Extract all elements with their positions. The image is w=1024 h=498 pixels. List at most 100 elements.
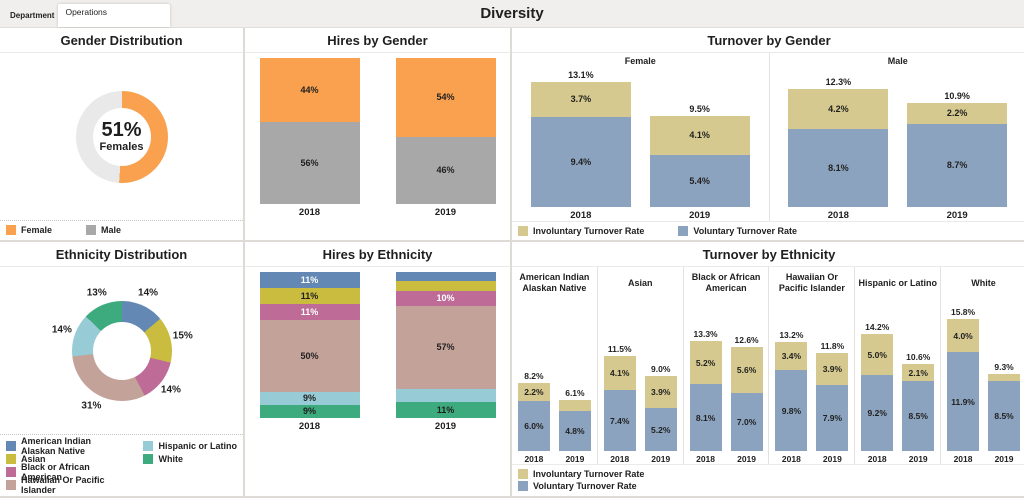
top-bar: Department Operations Diversity	[0, 0, 1024, 28]
segment-white[interactable]: 11%	[395, 401, 496, 418]
bar-female-2019[interactable]: 4.1% 5.4%	[649, 115, 750, 207]
segment-voluntary[interactable]: 8.1%	[689, 384, 722, 451]
bar-hires-by-gender-2018[interactable]: 44% 56%	[259, 58, 360, 204]
group-male: Male 12.3% 4.2% 8.1% 2018 10.9% 2.2% 8.7% 2019	[768, 53, 1024, 221]
bar-american-indian-alaskan-native-2018[interactable]: 2.2% 6.0%	[517, 383, 550, 451]
group-header: American Indian Alaskan Native	[519, 272, 590, 293]
segment-involuntary[interactable]: 5.6%	[730, 347, 763, 393]
gender-donut-chart[interactable]: 51% Females	[37, 62, 207, 212]
legend-item-asian[interactable]: Asian	[6, 452, 127, 465]
segment-voluntary[interactable]: 8.5%	[988, 381, 1021, 451]
bar-black-or-african-american-2019[interactable]: 5.6% 7.0%	[730, 347, 763, 451]
legend-item-voluntary-turnover-rate[interactable]: Voluntary Turnover Rate	[678, 225, 797, 236]
bar-hires-by-gender-2019[interactable]: 54% 46%	[395, 58, 496, 204]
segment-voluntary[interactable]: 8.7%	[907, 123, 1008, 207]
segment-male[interactable]: 56%	[259, 122, 360, 204]
segment-black-or-african-american[interactable]: 11%	[259, 303, 360, 320]
segment-label: 54%	[436, 92, 455, 103]
category-label: 2019	[908, 454, 928, 464]
segment-asian[interactable]	[395, 280, 496, 291]
category-label: 2019	[689, 209, 711, 221]
bar-white-2019[interactable]: 8.5%	[988, 374, 1021, 451]
bar-white-2018[interactable]: 4.0% 11.9%	[947, 319, 980, 451]
group-header: Black or African American	[691, 272, 761, 293]
segment-involuntary[interactable]: 3.9%	[644, 376, 677, 408]
bar-hawaiian-or-pacific-islander-2018[interactable]: 3.4% 9.8%	[775, 342, 808, 451]
segment-voluntary[interactable]: 8.5%	[902, 381, 935, 451]
bar-asian-2019[interactable]: 3.9% 5.2%	[644, 376, 677, 451]
turnover-by-ethnicity-chart: American Indian Alaskan Native 8.2% 2.2% 6.…	[512, 267, 1024, 464]
segment-involuntary[interactable]: 4.2%	[788, 88, 889, 129]
bar-asian-2018[interactable]: 4.1% 7.4%	[603, 356, 636, 451]
total-label: 12.3%	[825, 76, 852, 87]
segment-white[interactable]: 9%	[259, 404, 360, 418]
segment-voluntary[interactable]: 5.4%	[649, 154, 750, 207]
category-label: 2018	[610, 454, 630, 464]
segment-female[interactable]: 54%	[395, 58, 496, 137]
segment-male[interactable]: 46%	[395, 136, 496, 204]
bar-female-2018[interactable]: 3.7% 9.4%	[530, 81, 631, 207]
legend-item-white[interactable]: White	[143, 452, 237, 465]
total-label: 15.8%	[950, 307, 976, 317]
segment-voluntary[interactable]: 8.1%	[788, 128, 889, 207]
segment-involuntary[interactable]: 5.2%	[689, 341, 722, 384]
legend-item-voluntary-turnover-rate[interactable]: Voluntary Turnover Rate	[518, 481, 1020, 491]
segment-involuntary[interactable]	[558, 400, 591, 411]
bar-hispanic-or-latino-2019[interactable]: 2.1% 8.5%	[902, 364, 935, 451]
segment-involuntary[interactable]: 4.0%	[947, 319, 980, 352]
legend-item-black-or-african-american[interactable]: Black or African American	[6, 462, 127, 482]
bar-hires-by-ethnicity-2019[interactable]: 10% 57% 11%	[395, 272, 496, 418]
total-label: 8.2%	[524, 371, 544, 381]
bar-american-indian-alaskan-native-2019[interactable]: 4.8%	[558, 400, 591, 451]
segment-voluntary[interactable]: 7.9%	[816, 385, 849, 451]
bar-hispanic-or-latino-2018[interactable]: 5.0% 9.2%	[861, 334, 894, 451]
legend-item-involuntary-turnover-rate[interactable]: Involuntary Turnover Rate	[518, 469, 1020, 479]
segment-involuntary[interactable]: 3.7%	[530, 81, 631, 117]
segment-asian[interactable]: 11%	[259, 287, 360, 304]
legend-item-male[interactable]: Male	[86, 225, 121, 235]
segment-black-or-african-american[interactable]: 10%	[395, 290, 496, 306]
legend-item-involuntary-turnover-rate[interactable]: Involuntary Turnover Rate	[518, 225, 644, 236]
segment-voluntary[interactable]: 4.8%	[558, 411, 591, 451]
segment-hawaiian-or-pacific-islander[interactable]: 50%	[259, 319, 360, 392]
segment-voluntary[interactable]: 9.4%	[530, 116, 631, 207]
ethnicity-donut-chart[interactable]: 14% 15% 14% 31% 14% 13%	[27, 276, 217, 426]
segment-voluntary[interactable]: 5.2%	[644, 408, 677, 451]
segment-american-indian-alaskan-native[interactable]: 11%	[259, 272, 360, 288]
segment-hispanic-or-latino[interactable]	[395, 388, 496, 402]
segment-involuntary[interactable]: 3.9%	[816, 353, 849, 385]
segment-involuntary[interactable]: 2.1%	[902, 364, 935, 381]
segment-involuntary[interactable]: 4.1%	[603, 356, 636, 390]
segment-hawaiian-or-pacific-islander[interactable]: 57%	[395, 305, 496, 389]
segment-involuntary[interactable]: 5.0%	[861, 334, 894, 375]
segment-voluntary[interactable]: 9.2%	[861, 375, 894, 451]
bar-hawaiian-or-pacific-islander-2019[interactable]: 3.9% 7.9%	[816, 353, 849, 451]
segment-involuntary[interactable]	[988, 374, 1021, 381]
segment-voluntary[interactable]: 7.0%	[730, 393, 763, 451]
segment-involuntary[interactable]: 2.2%	[907, 102, 1008, 124]
bar-male-2019[interactable]: 2.2% 8.7%	[907, 102, 1008, 207]
legend-item-hawaiian-or-pacific-islander[interactable]: Hawaiian Or Pacific Islander	[6, 475, 127, 495]
legend-item-female[interactable]: Female	[6, 225, 52, 235]
bar-hires-by-ethnicity-2018[interactable]: 11% 11% 11% 50% 9% 9%	[259, 272, 360, 418]
segment-hispanic-or-latino[interactable]: 9%	[259, 391, 360, 405]
segment-voluntary[interactable]: 9.8%	[775, 370, 808, 451]
bar-black-or-african-american-2018[interactable]: 5.2% 8.1%	[689, 341, 722, 451]
panel-title-ethnicity-distribution: Ethnicity Distribution	[0, 242, 243, 267]
legend-item-hispanic-or-latino[interactable]: Hispanic or Latino	[143, 439, 237, 452]
category-label: 2019	[434, 207, 457, 218]
segment-involuntary[interactable]: 2.2%	[517, 383, 550, 401]
department-filter-label: Department	[10, 11, 55, 20]
segment-female[interactable]: 44%	[259, 58, 360, 123]
segment-involuntary[interactable]: 4.1%	[649, 115, 750, 155]
segment-voluntary[interactable]: 11.9%	[947, 352, 980, 451]
segment-voluntary[interactable]: 6.0%	[517, 401, 550, 451]
bar-male-2018[interactable]: 4.2% 8.1%	[788, 88, 889, 207]
segment-american-indian-alaskan-native[interactable]	[395, 272, 496, 281]
segment-involuntary[interactable]: 3.4%	[775, 342, 808, 370]
legend-swatch	[6, 466, 16, 477]
category-label: 2018	[524, 454, 544, 464]
legend-item-american-indian-alaskan-native[interactable]: American Indian Alaskan Native	[6, 436, 127, 456]
department-filter-tab-operations[interactable]: Operations	[58, 4, 171, 27]
segment-voluntary[interactable]: 7.4%	[603, 390, 636, 451]
